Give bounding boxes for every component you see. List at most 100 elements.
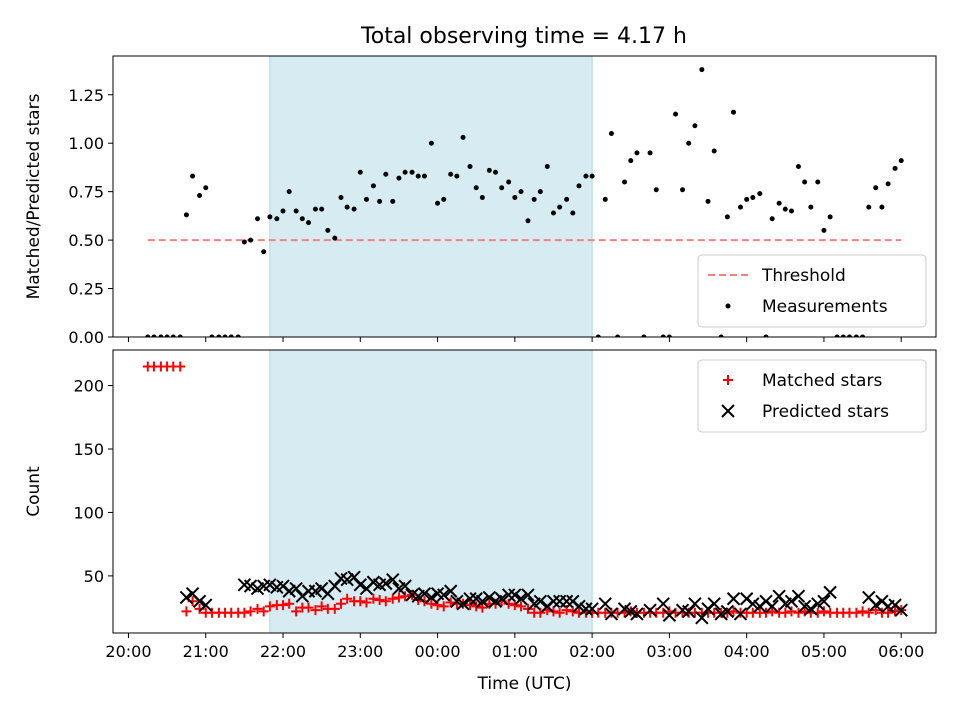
count-panel: 20:00 21:00 22:00 23:00 00:00 01:00 02:00 03:00… — [24, 349, 937, 694]
matched-stars-point — [342, 593, 353, 604]
x-tick-label: 02:00 — [569, 642, 615, 661]
predicted-stars-point — [192, 594, 207, 608]
matched-stars-point — [516, 601, 527, 612]
measurement-point — [544, 163, 550, 169]
data-layer — [145, 67, 904, 337]
measurement-point — [666, 334, 672, 337]
matched-stars-point — [426, 598, 437, 609]
measurement-point — [879, 204, 885, 210]
measurement-point — [634, 150, 640, 156]
measurement-point — [686, 140, 692, 146]
legend-box — [697, 359, 927, 433]
predicted-stars-point — [746, 597, 760, 611]
measurement-point — [550, 210, 556, 216]
matched-stars-point — [252, 603, 263, 614]
matched-stars-point — [883, 607, 894, 618]
measurement-point — [396, 175, 402, 181]
matched-stars-point — [329, 603, 340, 614]
measurement-point — [557, 204, 563, 210]
legend-label: Matched stars — [762, 371, 882, 391]
predicted-stars-point — [894, 603, 908, 617]
measurement-point — [435, 200, 441, 206]
measurement-point — [145, 334, 151, 337]
y-tick-label: 0.25 — [68, 280, 104, 299]
predicted-stars-point — [282, 584, 296, 598]
measurement-point — [222, 334, 228, 337]
measurement-point — [421, 173, 427, 179]
measurement-point — [769, 216, 775, 222]
measurement-point — [866, 204, 872, 210]
matched-stars-point — [316, 601, 327, 612]
measurement-point — [525, 218, 531, 224]
measurement-point — [763, 334, 769, 337]
predicted-stars-point — [765, 599, 779, 614]
measurement-point — [570, 210, 576, 216]
matched-stars-point — [245, 606, 256, 617]
measurement-point — [518, 189, 524, 195]
predicted-stars-point — [682, 604, 696, 619]
measurement-point — [699, 67, 705, 73]
measurement-point — [357, 169, 363, 175]
measurement-point — [158, 334, 164, 337]
matched-stars-point — [368, 593, 379, 604]
predicted-stars-point — [772, 589, 786, 603]
predicted-stars-point — [869, 598, 883, 612]
predicted-stars-point — [791, 589, 806, 603]
matched-stars-point — [291, 606, 302, 617]
matched-stars-point — [786, 606, 797, 617]
predicted-stars-point — [443, 584, 458, 598]
matched-stars-point — [400, 591, 411, 602]
x-tick-label: 00:00 — [415, 642, 461, 661]
predicted-stars-point — [579, 602, 593, 616]
measurement-point — [338, 194, 344, 200]
measurement-point — [744, 196, 750, 202]
measurement-point — [898, 158, 904, 164]
x-tick-label: 23:00 — [337, 642, 383, 661]
predicted-stars-point — [817, 594, 831, 608]
x-axis-label: Time (UTC) — [477, 674, 572, 694]
measurement-point — [840, 334, 846, 337]
matched-stars-point — [818, 606, 829, 617]
predicted-stars-point — [695, 611, 709, 625]
data-layer — [142, 361, 908, 625]
measurement-point — [235, 334, 241, 337]
observing-window-shade — [269, 56, 593, 337]
predicted-stars-point — [720, 604, 735, 619]
measurement-point — [299, 216, 305, 222]
measurement-point — [499, 185, 505, 191]
measurement-point — [370, 183, 376, 189]
predicted-stars-point — [823, 585, 837, 600]
measurement-point — [312, 206, 318, 212]
legend-predicted-swatch — [721, 404, 735, 418]
figure-title: Total observing time = 4.17 h — [360, 24, 687, 49]
measurement-point — [782, 206, 788, 212]
matched-stars-point — [335, 598, 346, 609]
matched-stars-point — [355, 596, 366, 607]
measurement-point — [808, 204, 814, 210]
predicted-stars-point — [707, 597, 721, 611]
measurement-point — [248, 237, 254, 243]
predicted-stars-point — [494, 592, 509, 606]
legend-label: Predicted stars — [762, 402, 889, 422]
predicted-stars-point — [585, 602, 599, 616]
matched-stars-point — [239, 607, 250, 618]
predicted-stars-point — [289, 581, 303, 596]
predicted-stars-point — [559, 594, 574, 608]
matched-stars-point — [374, 595, 385, 606]
measurement-point — [737, 204, 743, 210]
predicted-stars-point — [688, 597, 702, 611]
measurement-point — [718, 334, 724, 337]
measurement-point — [608, 131, 614, 137]
measurement-point — [589, 173, 595, 179]
legend-label: Measurements — [762, 297, 888, 317]
measurement-point — [493, 169, 499, 175]
measurement-point — [788, 208, 794, 214]
measurement-point — [170, 334, 176, 337]
measurement-point — [473, 185, 479, 191]
matched-stars-point — [793, 607, 804, 618]
matched-stars-point — [393, 592, 404, 603]
measurement-point — [177, 334, 183, 337]
measurement-point — [653, 187, 659, 193]
predicted-stars-point — [482, 590, 497, 605]
measurement-point — [705, 198, 711, 204]
